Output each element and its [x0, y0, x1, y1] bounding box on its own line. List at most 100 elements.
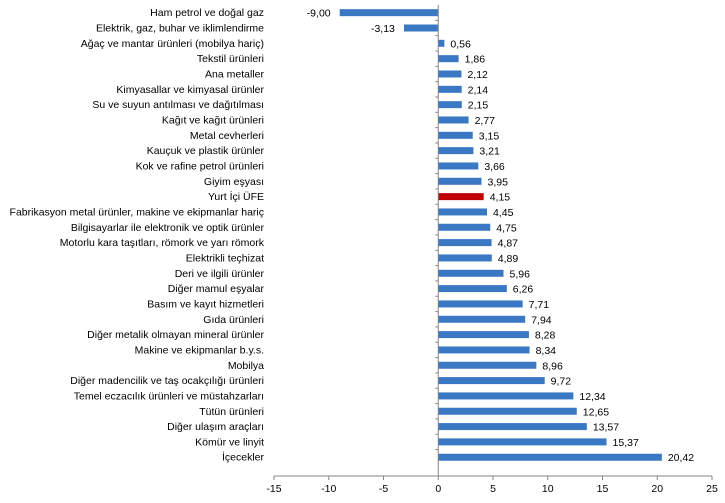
bar-3 — [438, 55, 459, 63]
value-label-0: -9,00 — [307, 8, 331, 20]
value-label-12: 4,15 — [490, 192, 511, 204]
bar-10 — [438, 162, 479, 170]
value-label-27: 13,57 — [593, 422, 619, 434]
category-label-11: Giyim eşyası — [204, 176, 264, 188]
value-label-14: 4,75 — [496, 222, 517, 234]
category-label-19: Basım ve kayıt hizmetleri — [147, 298, 264, 310]
value-label-4: 2,12 — [467, 69, 488, 81]
x-tick-label-2: -5 — [379, 483, 388, 495]
bar-5 — [438, 85, 462, 93]
bar-0 — [339, 9, 439, 17]
value-label-8: 3,15 — [479, 130, 500, 142]
value-label-18: 6,26 — [513, 284, 534, 296]
category-label-18: Diğer mamul eşyalar — [168, 283, 265, 295]
category-label-15: Motorlu kara taşıtları, römork ve yarı r… — [60, 237, 265, 249]
x-tick-label-6: 15 — [597, 483, 609, 495]
category-label-28: Kömür ve linyit — [195, 436, 264, 448]
axis-layer — [273, 5, 713, 480]
bar-11 — [438, 177, 482, 185]
bar-22 — [438, 346, 530, 354]
value-label-23: 8,96 — [542, 360, 563, 372]
bar-26 — [438, 407, 577, 415]
value-label-11: 3,95 — [488, 176, 509, 188]
x-tick-label-5: 10 — [542, 483, 554, 495]
x-tick-label-7: 20 — [651, 483, 663, 495]
category-label-27: Diğer ulaşım araçları — [167, 421, 264, 433]
category-label-13: Fabrikasyon metal ürünler, makine ve eki… — [10, 206, 264, 218]
value-label-16: 4,89 — [498, 253, 519, 265]
category-label-14: Bilgisayarlar ile elektronik ve optik ür… — [71, 222, 265, 234]
bar-28 — [438, 438, 607, 446]
category-label-20: Gıda ürünleri — [203, 314, 264, 326]
bar-20 — [438, 315, 526, 323]
bars-layer — [339, 9, 662, 461]
value-label-5: 2,14 — [468, 84, 489, 96]
bar-27 — [438, 423, 587, 431]
bar-17 — [438, 269, 504, 277]
bar-8 — [438, 131, 473, 139]
category-label-9: Kauçuk ve plastik ürünler — [147, 145, 265, 157]
bar-14 — [438, 223, 491, 231]
value-label-19: 7,71 — [529, 299, 550, 311]
value-label-15: 4,87 — [498, 238, 519, 250]
value-label-22: 8,34 — [536, 345, 557, 357]
bar-13 — [438, 208, 487, 216]
category-label-25: Temel eczacılık ürünleri ve müstahzarlar… — [74, 390, 264, 402]
category-label-16: Elektrikli teçhizat — [186, 252, 264, 264]
category-label-0: Ham petrol ve doğal gaz — [150, 7, 264, 19]
value-label-25: 12,34 — [579, 391, 605, 403]
category-label-4: Ana metaller — [205, 68, 264, 80]
bar-23 — [438, 361, 537, 369]
category-label-26: Tütün ürünleri — [199, 406, 264, 418]
value-label-26: 12,65 — [583, 406, 609, 418]
value-label-10: 3,66 — [484, 161, 505, 173]
bar-6 — [438, 101, 462, 109]
category-label-10: Kok ve rafine petrol ürünleri — [136, 160, 264, 172]
bar-29 — [438, 453, 662, 461]
category-label-24: Diğer madencilik ve taş ocakçılığı ürünl… — [70, 375, 264, 387]
bar-25 — [438, 392, 574, 400]
value-label-21: 8,28 — [535, 330, 556, 342]
value-label-17: 5,96 — [510, 268, 531, 280]
category-label-21: Diğer metalik olmayan mineral ürünler — [87, 329, 264, 341]
value-label-2: 0,56 — [450, 38, 471, 50]
bar-21 — [438, 331, 529, 339]
value-label-6: 2,15 — [468, 100, 489, 112]
value-label-20: 7,94 — [531, 314, 552, 326]
category-label-8: Metal cevherleri — [190, 130, 264, 142]
bar-2 — [438, 39, 445, 47]
bar-1 — [403, 24, 439, 32]
value-label-9: 3,21 — [479, 146, 500, 158]
category-label-12: Yurt İçi ÜFE — [208, 190, 264, 203]
category-label-7: Kağıt ve kağıt ürünleri — [162, 114, 264, 126]
category-label-1: Elektrik, gaz, buhar ve iklimlendirme — [96, 22, 264, 34]
bar-16 — [438, 254, 492, 262]
bar-9 — [438, 147, 474, 155]
bar-18 — [438, 285, 507, 293]
category-label-22: Makine ve ekipmanlar b.y.s. — [135, 344, 264, 356]
value-label-13: 4,45 — [493, 207, 514, 219]
x-tick-label-8: 25 — [706, 483, 718, 495]
bar-15 — [438, 239, 492, 247]
category-label-6: Su ve suyun antılması ve dağıtılması — [92, 99, 264, 111]
category-label-5: Kimyasallar ve kimyasal ürünler — [116, 84, 264, 96]
category-label-29: İçecekler — [222, 451, 265, 464]
value-label-7: 2,77 — [475, 115, 496, 127]
value-label-1: -3,13 — [371, 23, 395, 35]
value-label-29: 20,42 — [668, 452, 694, 464]
value-label-28: 15,37 — [613, 437, 639, 449]
x-tick-label-0: -15 — [266, 483, 281, 495]
bar-12 — [438, 193, 484, 201]
category-label-3: Tekstil ürünleri — [197, 53, 264, 65]
x-tick-label-1: -10 — [321, 483, 336, 495]
bar-4 — [438, 70, 462, 78]
value-label-24: 9,72 — [551, 376, 572, 388]
value-label-3: 1,86 — [465, 54, 486, 66]
bar-7 — [438, 116, 469, 124]
x-tick-label-3: 0 — [435, 483, 441, 495]
labels-layer: Ham petrol ve doğal gaz -9,00 Elektrik, ga… — [10, 7, 718, 495]
x-tick-label-4: 5 — [490, 483, 496, 495]
category-label-23: Mobilya — [228, 360, 264, 372]
